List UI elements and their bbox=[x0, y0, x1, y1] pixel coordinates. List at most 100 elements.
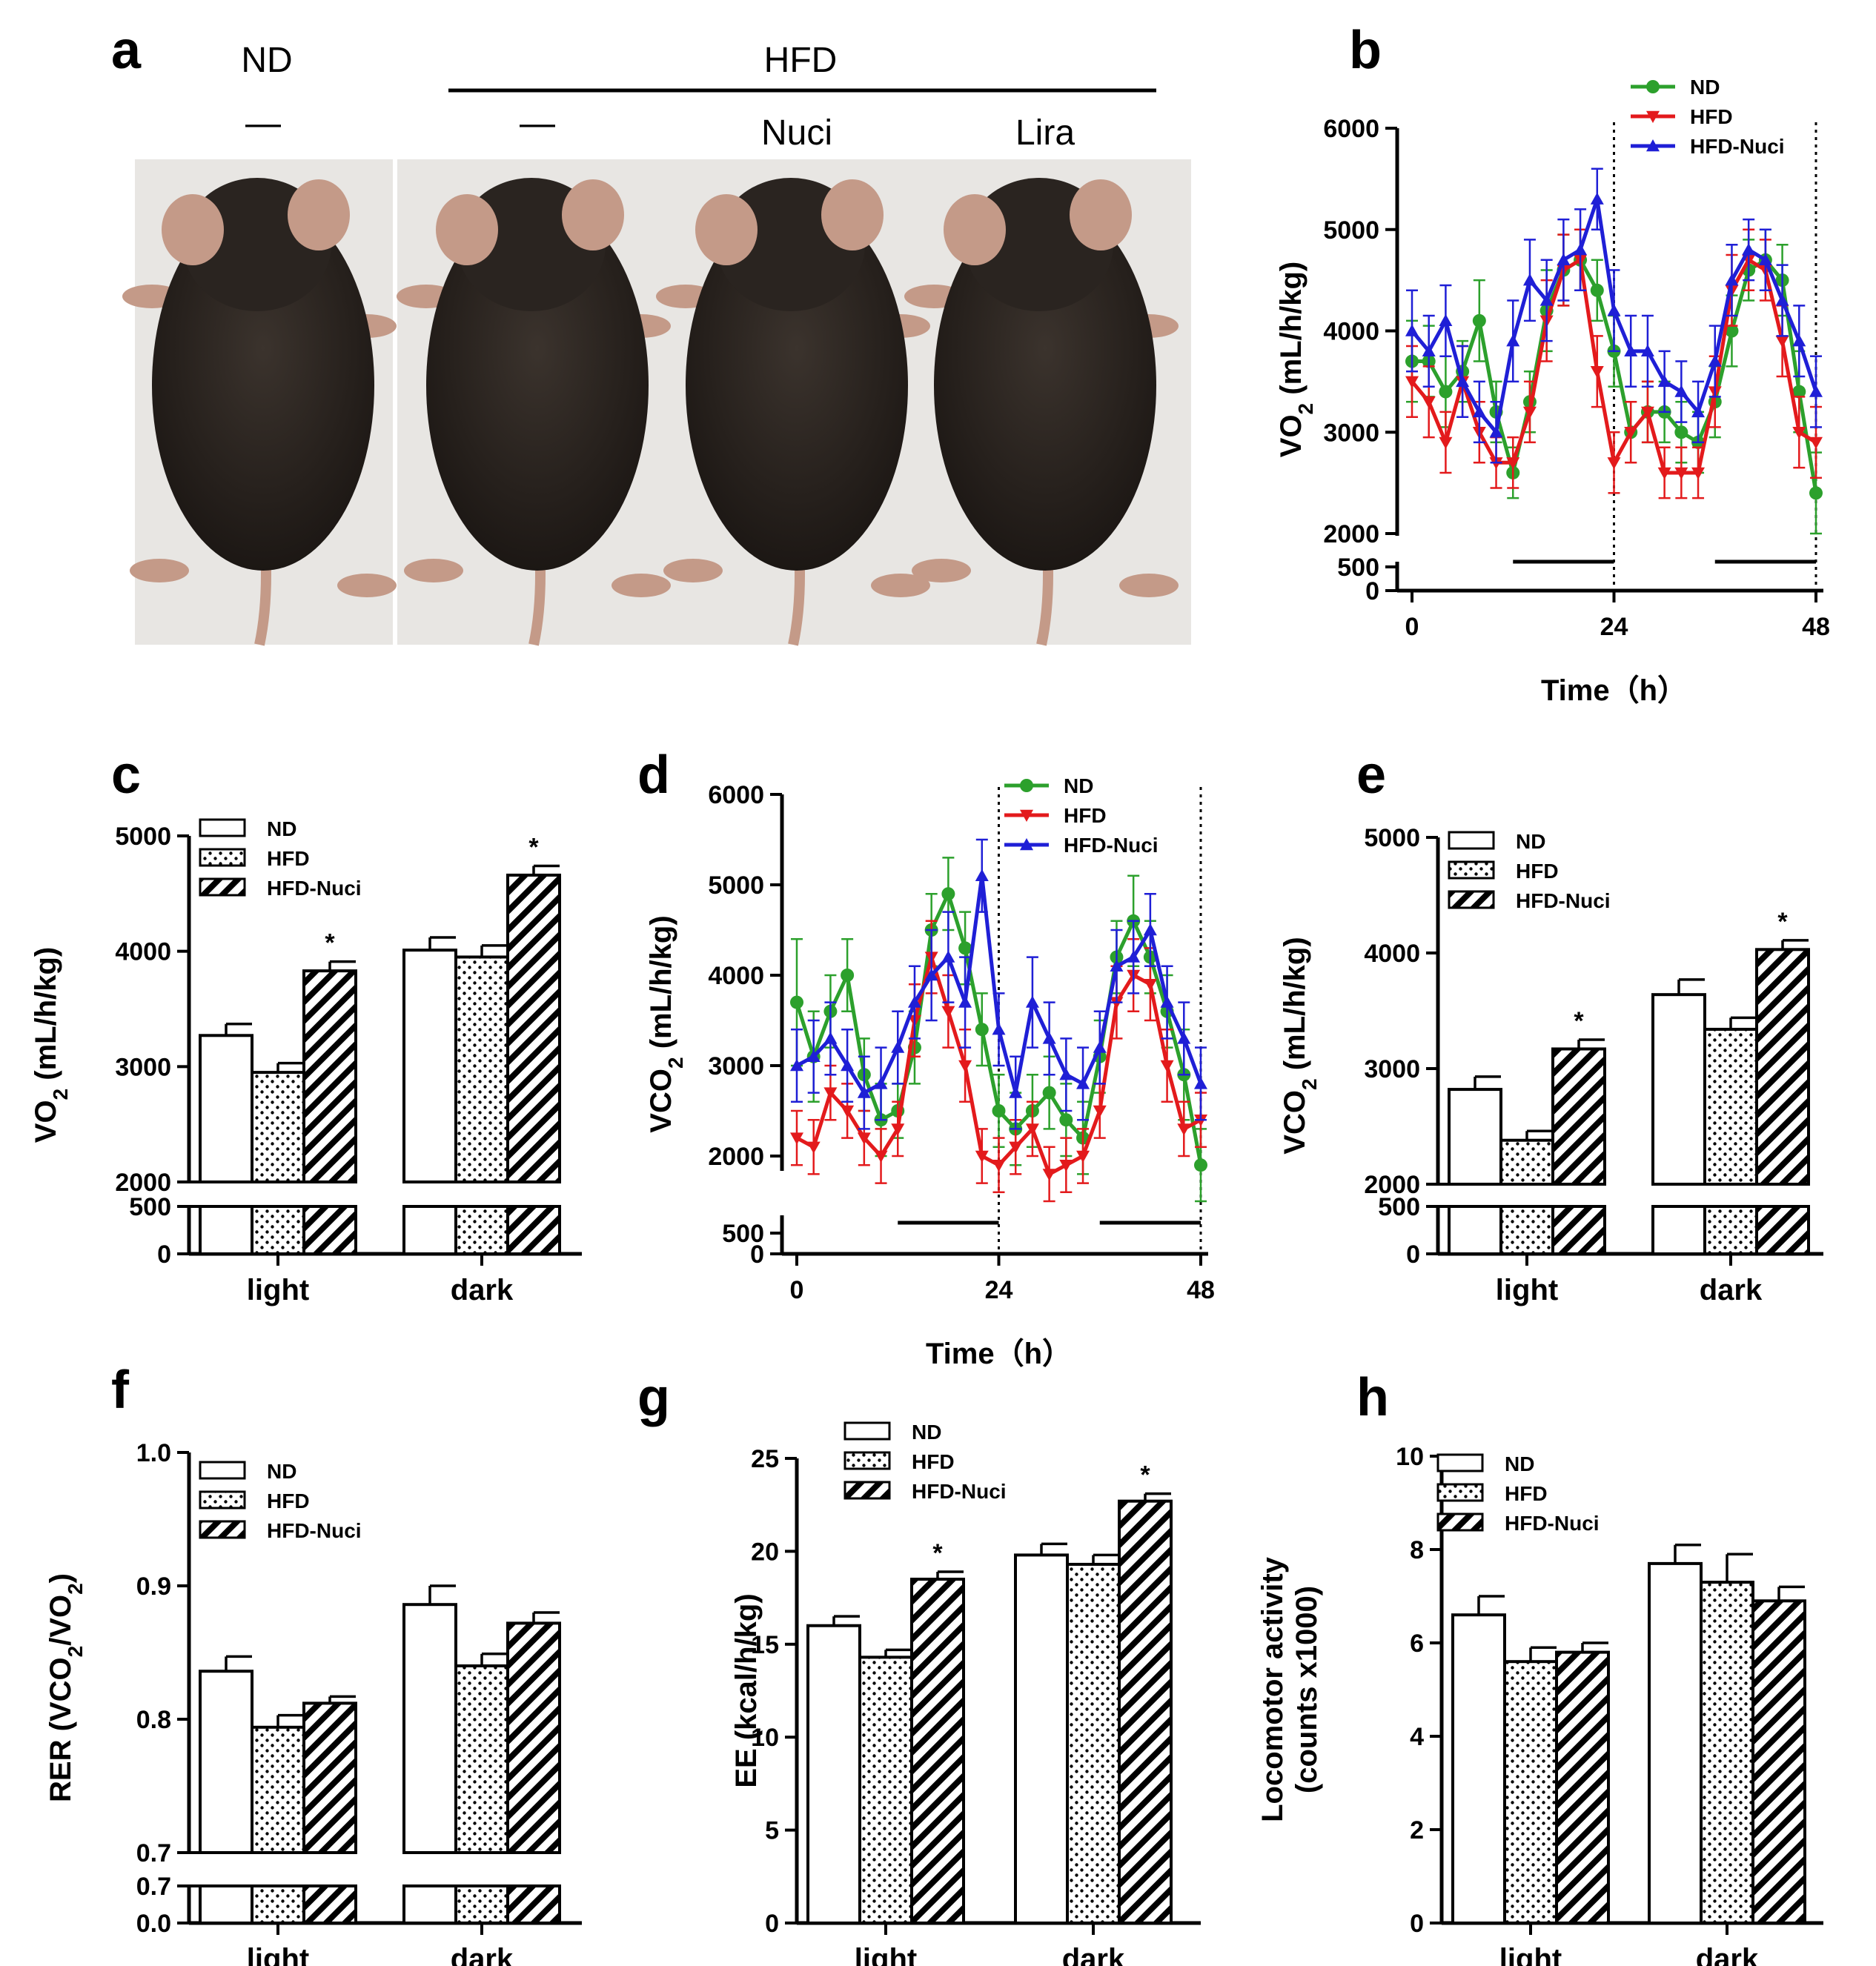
legend-swatch bbox=[199, 1490, 246, 1510]
data-point bbox=[1607, 457, 1621, 470]
treatment-label-hfd: — bbox=[520, 104, 555, 143]
y-tick-label: 1.0 bbox=[136, 1439, 171, 1467]
data-point bbox=[1009, 1086, 1023, 1098]
panel-letter: d bbox=[637, 745, 670, 805]
group-label-hfd: HFD bbox=[764, 41, 838, 80]
data-point bbox=[1160, 1060, 1174, 1072]
bar-lower-segment bbox=[251, 1884, 305, 1925]
y-tick-label: 4000 bbox=[1364, 940, 1420, 968]
series-hfd-nuci bbox=[790, 838, 1207, 1130]
bar-lower-segment bbox=[251, 1205, 305, 1255]
legend-label: HFD-Nuci bbox=[267, 877, 362, 900]
x-tick-label: light bbox=[855, 1943, 917, 1966]
legend-swatch bbox=[1448, 860, 1495, 880]
y-tick-label: 2000 bbox=[115, 1169, 171, 1197]
x-axis-label: Time（h） bbox=[926, 1338, 1072, 1370]
mouse-hindpaw bbox=[912, 559, 971, 582]
bar bbox=[1118, 1499, 1173, 1925]
legend-label: ND bbox=[267, 1460, 296, 1483]
panel-letter: f bbox=[111, 1361, 130, 1420]
data-point bbox=[1472, 405, 1486, 418]
data-point bbox=[1194, 1158, 1207, 1172]
legend-swatch bbox=[1436, 1512, 1484, 1532]
data-point bbox=[1590, 366, 1604, 379]
bar-lower-segment bbox=[454, 1884, 509, 1925]
y-tick-label: 500 bbox=[129, 1193, 171, 1221]
data-point bbox=[891, 1123, 905, 1136]
y-axis-label: (counts x1000) bbox=[1290, 1586, 1323, 1793]
legend-swatch bbox=[1448, 831, 1495, 850]
mouse-hindpaw bbox=[337, 574, 397, 597]
data-point bbox=[1405, 376, 1419, 388]
data-point bbox=[1775, 335, 1789, 348]
bar-lower-segment bbox=[402, 1884, 457, 1925]
bar bbox=[454, 1664, 509, 1854]
data-point bbox=[1691, 467, 1706, 479]
data-point bbox=[975, 869, 989, 881]
mouse-hindpaw bbox=[130, 559, 189, 582]
y-tick-label: 500 bbox=[722, 1220, 764, 1248]
y-tick-label: 5000 bbox=[115, 823, 171, 851]
legend-swatch bbox=[843, 1481, 891, 1500]
data-point bbox=[1127, 950, 1141, 963]
y-tick-label: 3000 bbox=[1364, 1055, 1420, 1083]
bar bbox=[302, 1701, 357, 1854]
bar bbox=[1751, 1599, 1806, 1925]
data-point bbox=[841, 1059, 855, 1072]
data-point bbox=[1506, 457, 1520, 470]
y-tick-label: 0 bbox=[765, 1910, 779, 1938]
mouse-ear bbox=[436, 194, 498, 265]
bar bbox=[199, 1670, 253, 1854]
data-point bbox=[1674, 467, 1688, 479]
y-tick-label: 3000 bbox=[708, 1052, 764, 1080]
y-tick-label: 0.7 bbox=[136, 1839, 171, 1867]
x-tick-label: dark bbox=[1696, 1943, 1759, 1966]
mouse-ear bbox=[162, 194, 224, 265]
panel-letter: h bbox=[1356, 1368, 1389, 1427]
data-point bbox=[1674, 425, 1688, 439]
legend-label: HFD-Nuci bbox=[1690, 135, 1785, 158]
data-point bbox=[1422, 396, 1436, 409]
legend-swatch bbox=[843, 1421, 891, 1441]
significance-star: * bbox=[325, 929, 335, 957]
bar bbox=[1451, 1613, 1506, 1925]
bar-lower-segment bbox=[1551, 1205, 1606, 1255]
x-tick-label: dark bbox=[1062, 1943, 1125, 1966]
bar bbox=[1014, 1553, 1069, 1925]
legend-label: ND bbox=[912, 1421, 941, 1444]
legend-label: HFD bbox=[267, 1490, 310, 1512]
data-point bbox=[1177, 1123, 1191, 1136]
data-point bbox=[1472, 313, 1486, 328]
mice-group bbox=[122, 178, 1179, 646]
data-point bbox=[1758, 253, 1772, 265]
x-tick-label: light bbox=[247, 1943, 309, 1966]
data-point bbox=[1489, 425, 1503, 438]
data-point bbox=[1691, 405, 1706, 418]
data-point bbox=[806, 1141, 821, 1154]
data-point bbox=[1042, 1086, 1056, 1100]
bar bbox=[806, 1624, 861, 1925]
y-tick-label: 3000 bbox=[115, 1053, 171, 1081]
data-point bbox=[1042, 1032, 1056, 1044]
y-tick-label: 500 bbox=[1378, 1193, 1420, 1221]
y-axis-label: RER (VCO2/VO2) bbox=[44, 1573, 87, 1802]
bar bbox=[402, 1603, 457, 1854]
y-tick-label: 6 bbox=[1410, 1630, 1424, 1658]
x-axis-label: Time（h） bbox=[1541, 674, 1687, 707]
data-point bbox=[1020, 838, 1033, 851]
legend-label: HFD-Nuci bbox=[1505, 1512, 1600, 1535]
y-axis-label: VCO2 (mL/h/kg) bbox=[645, 915, 687, 1132]
data-point bbox=[1093, 1040, 1107, 1053]
legend-swatch bbox=[1436, 1453, 1484, 1472]
y-tick-label: 0 bbox=[750, 1241, 764, 1269]
legend-label: HFD-Nuci bbox=[1516, 889, 1611, 912]
x-tick-label: 24 bbox=[1600, 613, 1628, 641]
y-tick-label: 0.9 bbox=[136, 1573, 171, 1601]
mouse-hindpaw bbox=[663, 559, 723, 582]
bar bbox=[251, 1725, 305, 1855]
legend-label: HFD bbox=[912, 1450, 955, 1473]
data-point bbox=[1624, 427, 1638, 439]
mouse-hindpaw bbox=[404, 559, 463, 582]
